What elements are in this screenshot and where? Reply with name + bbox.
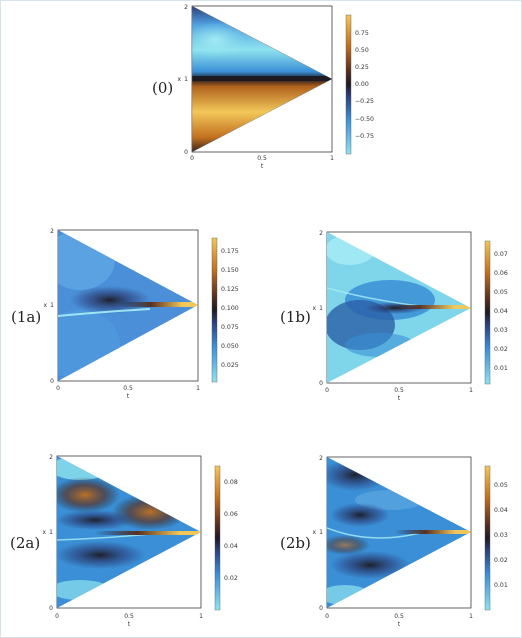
colorbar-ticks: 0.08 0.06 0.04 0.02 bbox=[224, 479, 238, 582]
xlabel: t bbox=[261, 163, 264, 170]
cb-tick: 0.04 bbox=[494, 308, 508, 315]
ytick-2: 2 bbox=[319, 230, 323, 237]
cb-tick: 0.07 bbox=[494, 251, 508, 258]
panel-label: (1a) bbox=[11, 308, 41, 326]
cb-tick: −0.75 bbox=[355, 133, 374, 140]
ytick-1: 1 bbox=[49, 529, 53, 536]
panel-label: (0) bbox=[152, 79, 173, 97]
ytick-1: 1 bbox=[184, 76, 188, 83]
cb-tick: −0.50 bbox=[355, 116, 374, 123]
cb-tick: 0.25 bbox=[355, 64, 369, 71]
xtick-0: 0 bbox=[56, 385, 60, 392]
cb-tick: 0.03 bbox=[494, 532, 508, 539]
cb-tick: 0.04 bbox=[494, 507, 508, 514]
cb-tick: 0.025 bbox=[221, 362, 239, 369]
ytick-0: 0 bbox=[319, 380, 323, 387]
xtick-05: 0.5 bbox=[257, 155, 267, 162]
cb-tick: 0.050 bbox=[221, 343, 239, 350]
xtick-1: 1 bbox=[199, 613, 203, 620]
ylabel: x bbox=[43, 302, 47, 309]
colorbar bbox=[211, 237, 218, 383]
cb-tick: 0.075 bbox=[221, 324, 239, 331]
ytick-2: 2 bbox=[49, 454, 53, 461]
ylabel: x bbox=[312, 529, 316, 536]
colorbar bbox=[345, 14, 352, 155]
ylabel: x bbox=[42, 529, 46, 536]
colorbar bbox=[214, 465, 221, 611]
colorbar-ticks: 0.07 0.06 0.05 0.04 0.03 0.02 0.01 bbox=[494, 251, 508, 372]
panel-2a: 0 0.5 1 t 0 1 2 x (2a) 0.08 0.06 0.04 0.… bbox=[10, 454, 238, 628]
cb-tick: 0.01 bbox=[494, 365, 508, 372]
panel-label: (1b) bbox=[280, 308, 311, 326]
ytick-1: 1 bbox=[319, 305, 323, 312]
ytick-0: 0 bbox=[319, 605, 323, 612]
ytick-2: 2 bbox=[184, 4, 188, 11]
xlabel: t bbox=[398, 621, 401, 628]
xtick-05: 0.5 bbox=[123, 385, 133, 392]
xtick-05: 0.5 bbox=[124, 613, 134, 620]
panel-label: (2a) bbox=[10, 534, 40, 552]
panel-1b: 0 0.5 1 t 0 1 2 x (1b) 0.07 0.06 0.05 0.… bbox=[280, 230, 508, 402]
cb-tick: 0.100 bbox=[221, 305, 239, 312]
ytick-1: 1 bbox=[50, 302, 54, 309]
xtick-05: 0.5 bbox=[394, 387, 404, 394]
cb-tick: 0.02 bbox=[224, 575, 238, 582]
cb-tick: 0.05 bbox=[494, 289, 508, 296]
xtick-0: 0 bbox=[325, 613, 329, 620]
cb-tick: 0.06 bbox=[224, 511, 238, 518]
cb-tick: 0.125 bbox=[221, 286, 239, 293]
panel-label: (2b) bbox=[280, 534, 311, 552]
panel-2b: 0 0.5 1 t 0 1 2 x (2b) 0.05 0.04 0.03 0.… bbox=[280, 455, 508, 628]
xtick-0: 0 bbox=[325, 387, 329, 394]
cb-tick: 0.175 bbox=[221, 248, 239, 255]
ytick-1: 1 bbox=[319, 529, 323, 536]
colorbar bbox=[484, 465, 491, 611]
xtick-05: 0.5 bbox=[394, 613, 404, 620]
colorbar-ticks: 0.75 0.50 0.25 0.00 −0.25 −0.50 −0.75 bbox=[355, 30, 374, 140]
xtick-1: 1 bbox=[469, 387, 473, 394]
cb-tick: 0.50 bbox=[355, 47, 369, 54]
panel-1a: 0 0.5 1 t 0 1 2 x (1a) 0.175 0.150 0.125… bbox=[11, 228, 239, 400]
cb-tick: 0.01 bbox=[494, 582, 508, 589]
ylabel: x bbox=[177, 76, 181, 83]
xtick-0: 0 bbox=[190, 155, 194, 162]
ytick-0: 0 bbox=[49, 605, 53, 612]
cb-tick: 0.03 bbox=[494, 327, 508, 334]
ytick-2: 2 bbox=[319, 455, 323, 462]
xlabel: t bbox=[398, 395, 401, 402]
colorbar-ticks: 0.05 0.04 0.03 0.02 0.01 bbox=[494, 482, 508, 589]
ylabel: x bbox=[312, 305, 316, 312]
xtick-1: 1 bbox=[469, 613, 473, 620]
xtick-1: 1 bbox=[196, 385, 200, 392]
cb-tick: 0.04 bbox=[224, 543, 238, 550]
xtick-1: 1 bbox=[330, 155, 334, 162]
xlabel: t bbox=[127, 393, 130, 400]
colorbar-ticks: 0.175 0.150 0.125 0.100 0.075 0.050 0.02… bbox=[221, 248, 239, 369]
colorbar bbox=[484, 240, 491, 385]
ytick-2: 2 bbox=[50, 228, 54, 235]
ytick-0: 0 bbox=[50, 378, 54, 385]
cb-tick: 0.00 bbox=[355, 81, 369, 88]
xlabel: t bbox=[128, 621, 131, 628]
cb-tick: 0.02 bbox=[494, 557, 508, 564]
cb-tick: 0.05 bbox=[494, 482, 508, 489]
cb-tick: −0.25 bbox=[355, 98, 374, 105]
ytick-0: 0 bbox=[184, 149, 188, 156]
xtick-0: 0 bbox=[55, 613, 59, 620]
cb-tick: 0.150 bbox=[221, 267, 239, 274]
cb-tick: 0.75 bbox=[355, 30, 369, 37]
cb-tick: 0.06 bbox=[494, 270, 508, 277]
cb-tick: 0.08 bbox=[224, 479, 238, 486]
cb-tick: 0.02 bbox=[494, 346, 508, 353]
panel-0: 0 0.5 1 t 0 1 2 x (0) 0.75 0.50 0.25 0.0… bbox=[152, 4, 374, 170]
